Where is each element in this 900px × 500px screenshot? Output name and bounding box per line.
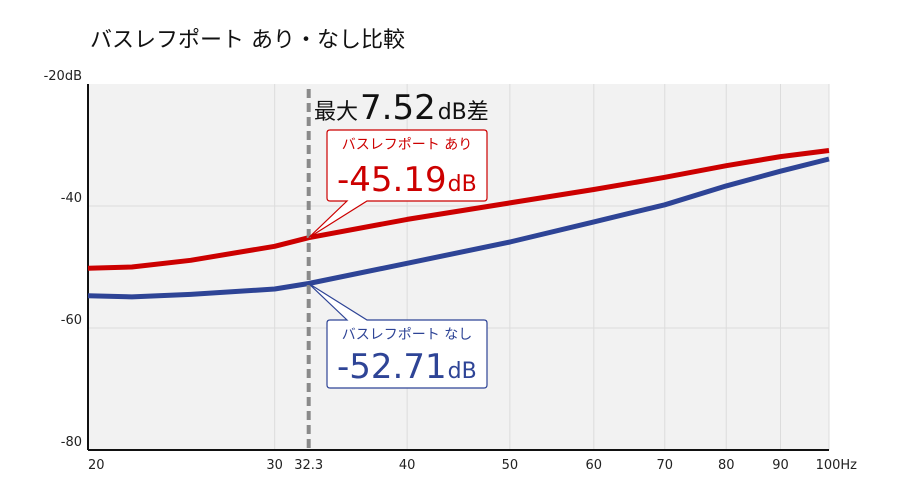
chart-title: バスレフポート あり・なし比較 [90, 28, 405, 53]
x-tick-label: 30 [266, 458, 283, 473]
callout-label: バスレフポート なし [342, 327, 472, 343]
x-tick-label: 60 [586, 458, 603, 473]
x-tick-label: 90 [772, 458, 789, 473]
y-tick-label: -20dB [44, 69, 82, 84]
y-tick-label: -80 [61, 435, 82, 450]
callout-value: -45.19 [337, 160, 447, 200]
x-tick-label: 80 [718, 458, 735, 473]
x-tick-label: 40 [399, 458, 416, 473]
x-tick-label: 100Hz [816, 458, 858, 473]
callout-value-text: -45.19dB [337, 160, 477, 200]
series-line-ari [87, 148, 830, 271]
difference-annotation: 最大7.52dB差 [314, 88, 489, 128]
y-tick-label: -60 [61, 313, 82, 328]
x-tick-label: 20 [88, 458, 105, 473]
diff-value: 7.52 [360, 88, 436, 128]
x-tick-label: 70 [657, 458, 674, 473]
callout-box [308, 283, 488, 389]
callout-label: バスレフポート あり [342, 137, 472, 153]
callout-nashi: バスレフポート なし -52.71dB [308, 283, 488, 389]
callout-ari: バスレフポート あり -45.19dB [308, 129, 488, 239]
callout-unit: dB [448, 172, 477, 197]
x-tick-label: 50 [502, 458, 519, 473]
y-tick-label: -40 [61, 191, 82, 206]
callout-value-text: -52.71dB [337, 347, 477, 387]
diff-suffix: dB差 [438, 100, 489, 125]
callout-box [308, 129, 488, 239]
series-line-nashi [87, 156, 830, 300]
callout-unit: dB [448, 359, 477, 384]
callout-value: -52.71 [337, 347, 447, 387]
marker-layer: 32.3 [294, 89, 323, 473]
diff-prefix: 最大 [314, 100, 358, 125]
marker-label: 32.3 [294, 458, 323, 473]
series-layer [87, 148, 830, 300]
